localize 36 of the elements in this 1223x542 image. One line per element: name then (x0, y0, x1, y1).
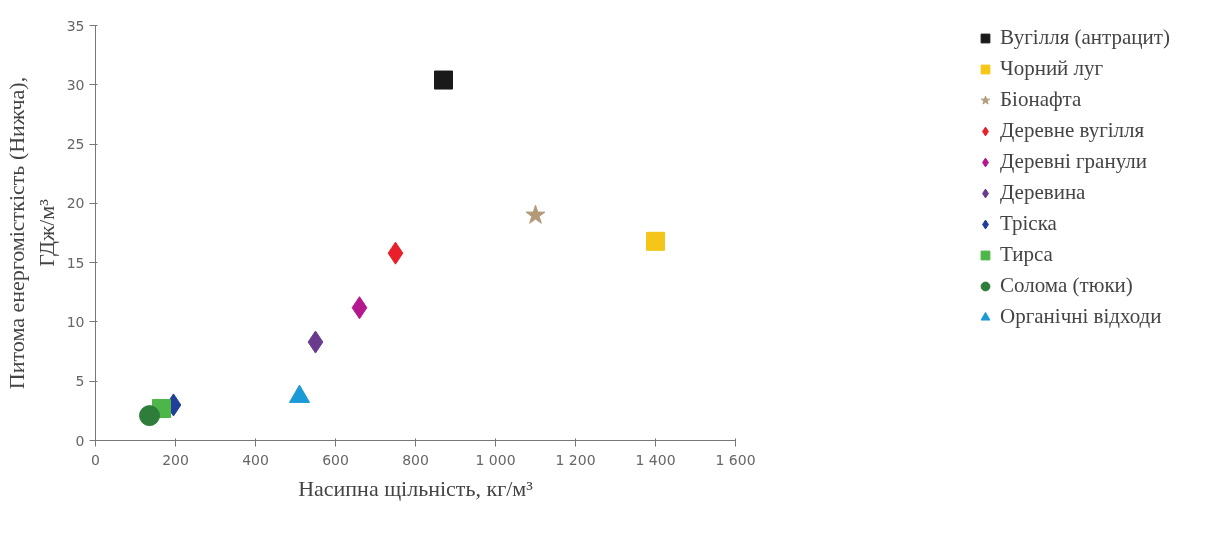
legend-label: Солома (тюки) (1000, 273, 1133, 298)
x-tick-label: 1 600 (715, 451, 756, 468)
legend-label: Тріска (1000, 211, 1057, 236)
legend-label: Тирса (1000, 242, 1053, 267)
x-axis-title: Насипна щільність, кг/м³ (298, 475, 534, 501)
x-tick-label: 600 (322, 451, 349, 468)
y-tick-label: 15 (66, 254, 85, 271)
y-tick-label: 25 (66, 136, 85, 153)
legend-label: Деревне вугілля (1000, 118, 1145, 143)
legend-label: Деревина (1000, 180, 1086, 205)
legend-label: Біонафта (1000, 87, 1082, 112)
legend-label: Органічні відходи (1000, 304, 1162, 329)
y-tick-label: 0 (75, 432, 85, 449)
y-tick-label: 35 (66, 17, 85, 34)
x-tick-label: 1 200 (555, 451, 596, 468)
y-axis-title: Питома енергомісткість (Нижча), ГДж/м³ (3, 76, 59, 390)
point (307, 330, 324, 354)
legend-label: Деревні гранули (1000, 149, 1147, 174)
point (139, 405, 160, 427)
y-tick-label: 5 (75, 373, 85, 390)
x-tick-label: 800 (402, 451, 429, 468)
x-tick-label: 200 (162, 451, 189, 468)
y-tick-label: 10 (66, 313, 85, 330)
x-tick-label: 1 000 (475, 451, 516, 468)
legend-label: Чорний луг (1000, 56, 1104, 81)
point (434, 70, 453, 90)
x-tick-label: 400 (242, 451, 269, 468)
y-tick-label: 30 (66, 76, 85, 93)
point (525, 204, 546, 224)
point (387, 241, 404, 265)
legend-label: Вугілля (антрацит) (1000, 25, 1170, 50)
point (646, 231, 665, 251)
x-tick-label: 1 400 (635, 451, 676, 468)
y-tick-label: 20 (66, 195, 85, 212)
x-tick-label: 0 (91, 451, 100, 468)
point (351, 296, 368, 320)
